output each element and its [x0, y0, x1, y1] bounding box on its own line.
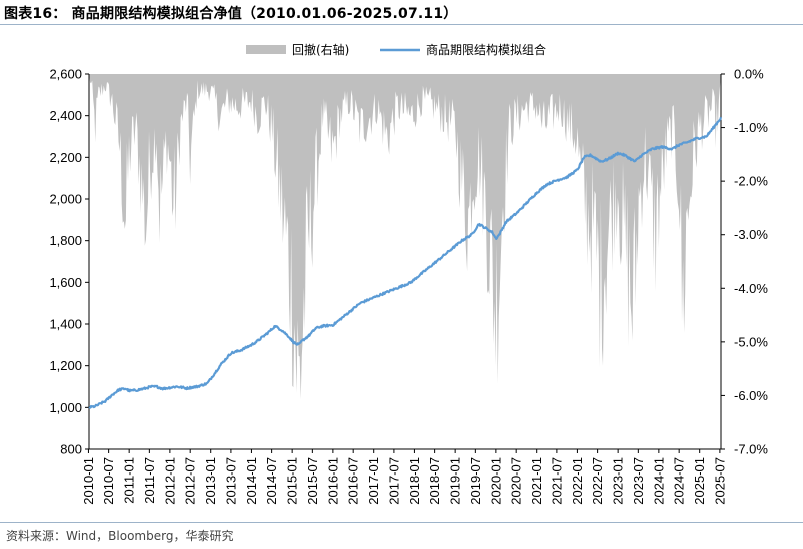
x-tick-label: 2012-07: [183, 457, 198, 505]
x-tick-label: 2017-07: [386, 457, 401, 505]
x-tick-label: 2015-01: [285, 457, 300, 505]
x-axis-labels: 2010-01 2010-07 2011-01 2011-07 2012-01 2012-…: [81, 457, 727, 505]
nav-line: [88, 116, 723, 409]
right-y-tick-label: -6.0%: [734, 388, 768, 403]
left-y-tick-label: 2,600: [49, 67, 82, 82]
left-y-tick-label: 1,400: [49, 317, 82, 332]
right-y-tick-label: -1.0%: [734, 120, 768, 135]
legend-label-nav: 商品期限结构模拟组合: [426, 42, 546, 57]
drawdown-area: [89, 74, 721, 400]
x-tick-label: 2025-07: [712, 457, 727, 505]
left-y-tick-label: 2,000: [49, 192, 82, 207]
x-tick-label: 2013-07: [223, 457, 238, 505]
right-y-tick-label: -2.0%: [734, 174, 768, 189]
title-rule: [0, 24, 803, 25]
x-tick-label: 2010-01: [81, 457, 96, 505]
right-y-tick-label: -4.0%: [734, 281, 768, 296]
left-y-tick-label: 800: [60, 442, 82, 457]
right-y-tick-label: 0.0%: [734, 67, 764, 82]
x-tick-label: 2010-07: [101, 457, 116, 505]
right-y-tick-label: -7.0%: [734, 442, 768, 457]
legend-swatch-drawdown: [246, 45, 286, 54]
x-tick-label: 2015-07: [305, 457, 320, 505]
right-y-tick-label: -3.0%: [734, 227, 768, 242]
x-tick-label: 2011-07: [142, 457, 157, 504]
x-tick-label: 2013-01: [203, 457, 218, 505]
x-tick-label: 2019-01: [448, 457, 463, 505]
chart-title: 图表16： 商品期限结构模拟组合净值（2010.01.06-2025.07.11…: [4, 6, 458, 22]
x-tick-label: 2019-07: [468, 457, 483, 505]
left-y-tick-label: 1,000: [49, 400, 82, 415]
x-tick-label: 2018-01: [407, 457, 422, 505]
x-tick-label: 2018-07: [427, 457, 442, 505]
x-tick-label: 2016-01: [325, 457, 340, 505]
footer-rule: [0, 522, 803, 523]
legend: 回撤(右轴) 商品期限结构模拟组合: [246, 42, 546, 57]
x-tick-label: 2020-07: [509, 457, 524, 505]
right-y-tick-label: -5.0%: [734, 334, 768, 349]
left-y-tick-label: 1,600: [49, 275, 82, 290]
x-tick-label: 2017-01: [366, 457, 381, 505]
left-y-tick-label: 2,200: [49, 150, 82, 165]
axes: 800 1,000 1,200 1,400 1,600 1,800 2,000 2,200 2,…: [49, 67, 768, 457]
left-y-tick-label: 1,800: [49, 233, 82, 248]
x-tick-label: 2014-01: [244, 457, 259, 505]
x-tick-label: 2011-01: [122, 457, 137, 504]
nav-line-layer: [88, 116, 723, 409]
x-tick-label: 2022-07: [590, 457, 605, 505]
left-y-tick-label: 1,200: [49, 358, 82, 373]
x-tick-label: 2023-07: [631, 457, 646, 505]
x-tick-label: 2016-07: [346, 457, 361, 505]
x-tick-label: 2025-01: [692, 457, 707, 505]
left-y-tick-label: 2,400: [49, 108, 82, 123]
x-tick-label: 2020-01: [488, 457, 503, 505]
x-tick-label: 2021-07: [549, 457, 564, 505]
drawdown-area-layer: [89, 74, 721, 400]
source-note: 资料来源：Wind，Bloomberg，华泰研究: [6, 529, 234, 543]
x-tick-label: 2021-01: [529, 457, 544, 505]
x-tick-label: 2024-01: [651, 457, 666, 505]
x-tick-label: 2022-01: [570, 457, 585, 505]
x-tick-label: 2024-07: [672, 457, 687, 505]
x-tick-label: 2014-07: [264, 457, 279, 505]
x-tick-label: 2012-01: [162, 457, 177, 505]
legend-label-drawdown: 回撤(右轴): [292, 42, 349, 57]
x-tick-label: 2023-01: [611, 457, 626, 505]
